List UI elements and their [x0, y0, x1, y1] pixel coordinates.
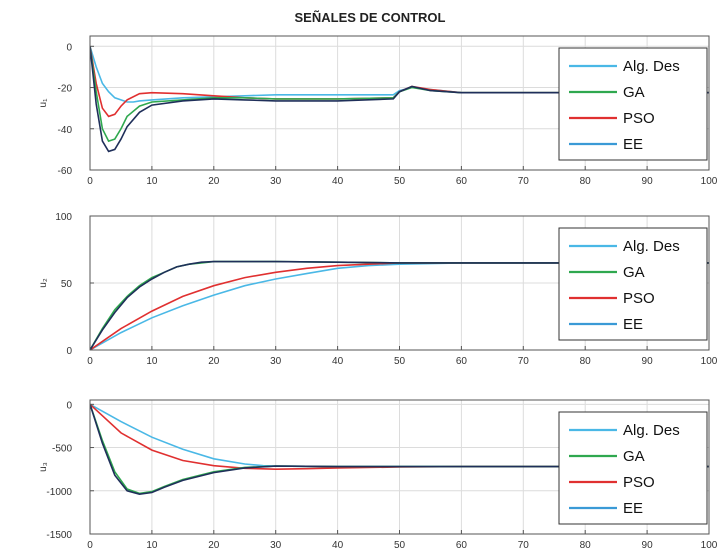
x-tick-label: 0: [87, 540, 93, 551]
y-tick-label: -20: [58, 84, 73, 95]
x-tick-label: 0: [87, 356, 93, 367]
x-tick-label: 50: [394, 356, 406, 367]
x-tick-label: 70: [518, 540, 530, 551]
series-line-ee: [90, 260, 709, 350]
x-tick-label: 10: [146, 176, 158, 187]
y-axis-label: u₂: [38, 278, 49, 288]
legend-label: EE: [623, 500, 643, 517]
x-tick-label: 70: [518, 356, 530, 367]
x-tick-label: 30: [270, 176, 282, 187]
y-tick-label: -60: [58, 166, 73, 177]
series-line-ee: [90, 46, 709, 153]
x-tick-label: 50: [394, 176, 406, 187]
x-tick-label: 10: [146, 356, 158, 367]
series-line-ee: [90, 404, 709, 496]
x-tick-label: 30: [270, 540, 282, 551]
legend-label: Alg. Des: [623, 422, 680, 439]
y-tick-label: 0: [66, 400, 72, 411]
legend-label: PSO: [623, 110, 655, 127]
chart-title: SEÑALES DE CONTROL: [295, 10, 446, 25]
legend-label: Alg. Des: [623, 238, 680, 255]
x-tick-label: 80: [580, 176, 592, 187]
x-tick-label: 20: [208, 176, 220, 187]
x-tick-label: 40: [332, 356, 344, 367]
legend-label: GA: [623, 84, 645, 101]
x-tick-label: 100: [701, 540, 718, 551]
panel-3: 0 10 20 30 40 50 60 70 80 90 100 0 -500 -1000 -1500 u₃ A…: [38, 399, 718, 551]
x-tick-label: 80: [580, 540, 592, 551]
x-tick-label: 60: [456, 176, 468, 187]
x-tick-label: 50: [394, 540, 406, 551]
y-tick-label: 0: [66, 346, 72, 357]
x-tick-label: 0: [87, 176, 93, 187]
panel-1: 0 10 20 30 40 50 60 70 80 90 100 0 -20 -40 -60 u₁ Alg. D…: [38, 35, 718, 187]
x-tick-label: 90: [642, 176, 654, 187]
x-tick-label: 40: [332, 176, 344, 187]
legend-label: GA: [623, 264, 645, 281]
x-tick-label: 20: [208, 540, 220, 551]
y-tick-label: 100: [55, 212, 72, 223]
legend-label: GA: [623, 448, 645, 465]
x-tick-label: 100: [701, 176, 718, 187]
y-tick-label: 0: [66, 42, 72, 53]
x-tick-label: 90: [642, 540, 654, 551]
x-tick-label: 10: [146, 540, 158, 551]
y-tick-label: -40: [58, 125, 73, 136]
legend-label: Alg. Des: [623, 58, 680, 75]
x-tick-label: 90: [642, 356, 654, 367]
legend-label: EE: [623, 136, 643, 153]
legend: Alg. Des GA PSO EE: [558, 411, 708, 525]
y-tick-label: -500: [52, 444, 72, 455]
legend-label: PSO: [623, 290, 655, 307]
x-tick-label: 60: [456, 356, 468, 367]
x-tick-label: 60: [456, 540, 468, 551]
legend-label: EE: [623, 316, 643, 333]
y-tick-label: 50: [61, 279, 73, 290]
x-tick-label: 40: [332, 540, 344, 551]
x-tick-label: 100: [701, 356, 718, 367]
legend: Alg. Des GA PSO EE: [558, 47, 708, 161]
x-tick-label: 20: [208, 356, 220, 367]
panel-2: 0 10 20 30 40 50 60 70 80 90 100 100 50 0 u₂ Alg. Des GA…: [38, 212, 718, 367]
legend: Alg. Des GA PSO EE: [558, 227, 708, 341]
y-tick-label: -1500: [46, 530, 72, 541]
y-tick-label: -1000: [46, 487, 72, 498]
y-axis-label: u₁: [38, 98, 49, 108]
y-axis-label: u₃: [38, 462, 49, 472]
x-tick-label: 80: [580, 356, 592, 367]
legend-label: PSO: [623, 474, 655, 491]
x-tick-label: 30: [270, 356, 282, 367]
x-tick-label: 70: [518, 176, 530, 187]
